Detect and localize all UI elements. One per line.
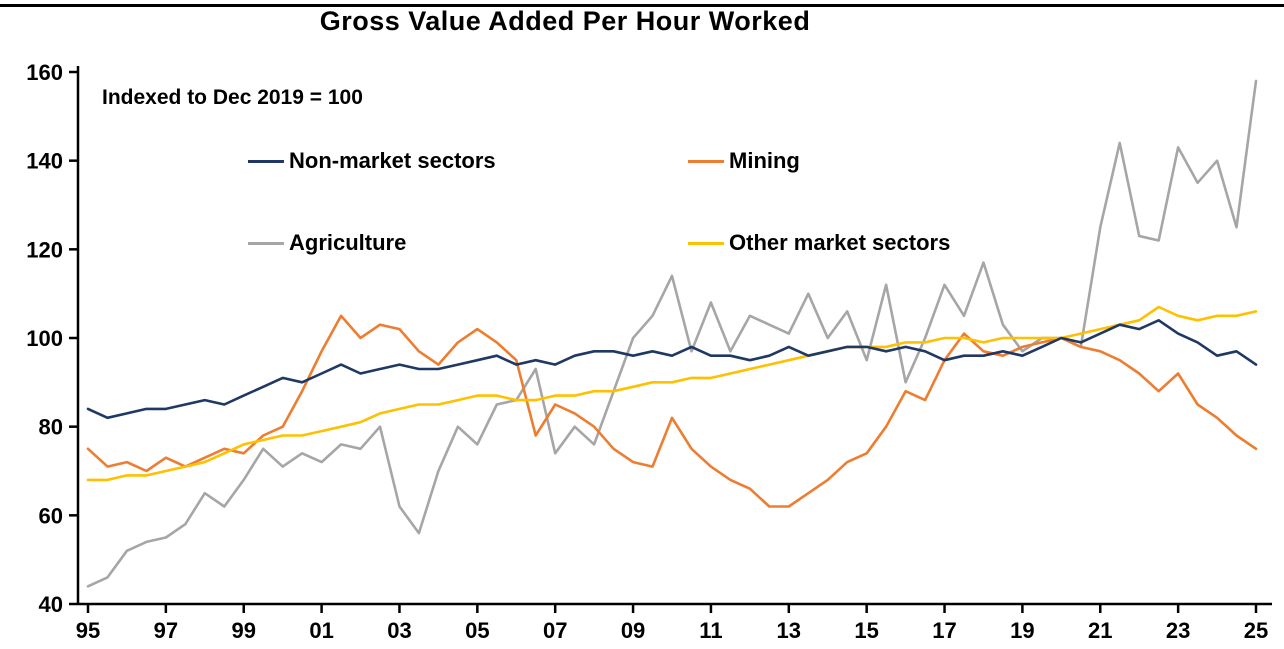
legend-line-agriculture [248,241,284,245]
x-tick-label: 01 [309,618,333,643]
chart-title: Gross Value Added Per Hour Worked [319,6,811,36]
y-tick-label: 60 [39,503,63,528]
y-tick-label: 100 [26,326,63,351]
series-line-non-market-sectors [86,318,1258,420]
legend-line-mining [688,159,724,163]
x-tick-label: 25 [1244,618,1268,643]
x-tick-label: 99 [231,618,255,643]
x-tick-label: 21 [1088,618,1112,643]
legend-label-other-market-sectors: Other market sectors [729,230,951,255]
index-annotation: Indexed to Dec 2019 = 100 [102,86,363,109]
legend-item-mining: Mining [688,148,800,174]
x-tick-label: 95 [76,618,100,643]
x-tick-label: 05 [465,618,489,643]
top-border [0,4,1284,7]
legend-line-other-market-sectors [688,241,724,245]
y-tick-label: 140 [26,149,63,174]
x-tick-label: 07 [543,618,567,643]
x-tick-label: 17 [932,618,956,643]
legend-line-non-market-sectors [248,159,284,163]
legend-label-non-market-sectors: Non-market sectors [289,148,496,173]
y-tick-label: 160 [26,60,63,85]
y-tick-label: 80 [39,415,63,440]
x-tick-label: 23 [1166,618,1190,643]
x-tick-label: 19 [1010,618,1034,643]
legend-item-other-market-sectors: Other market sectors [688,230,950,256]
x-tick-label: 97 [154,618,178,643]
series-line-other-market-sectors [86,305,1258,482]
x-tick-label: 13 [777,618,801,643]
legend-label-mining: Mining [729,148,800,173]
y-tick-label: 40 [39,592,63,617]
y-tick-label: 120 [26,237,63,262]
x-tick-label: 11 [699,618,722,643]
legend-item-non-market-sectors: Non-market sectors [248,148,496,174]
legend-label-agriculture: Agriculture [289,230,407,255]
x-tick-label: 09 [621,618,645,643]
legend-item-agriculture: Agriculture [248,230,406,256]
x-tick-label: 03 [387,618,411,643]
x-tick-label: 15 [854,618,878,643]
